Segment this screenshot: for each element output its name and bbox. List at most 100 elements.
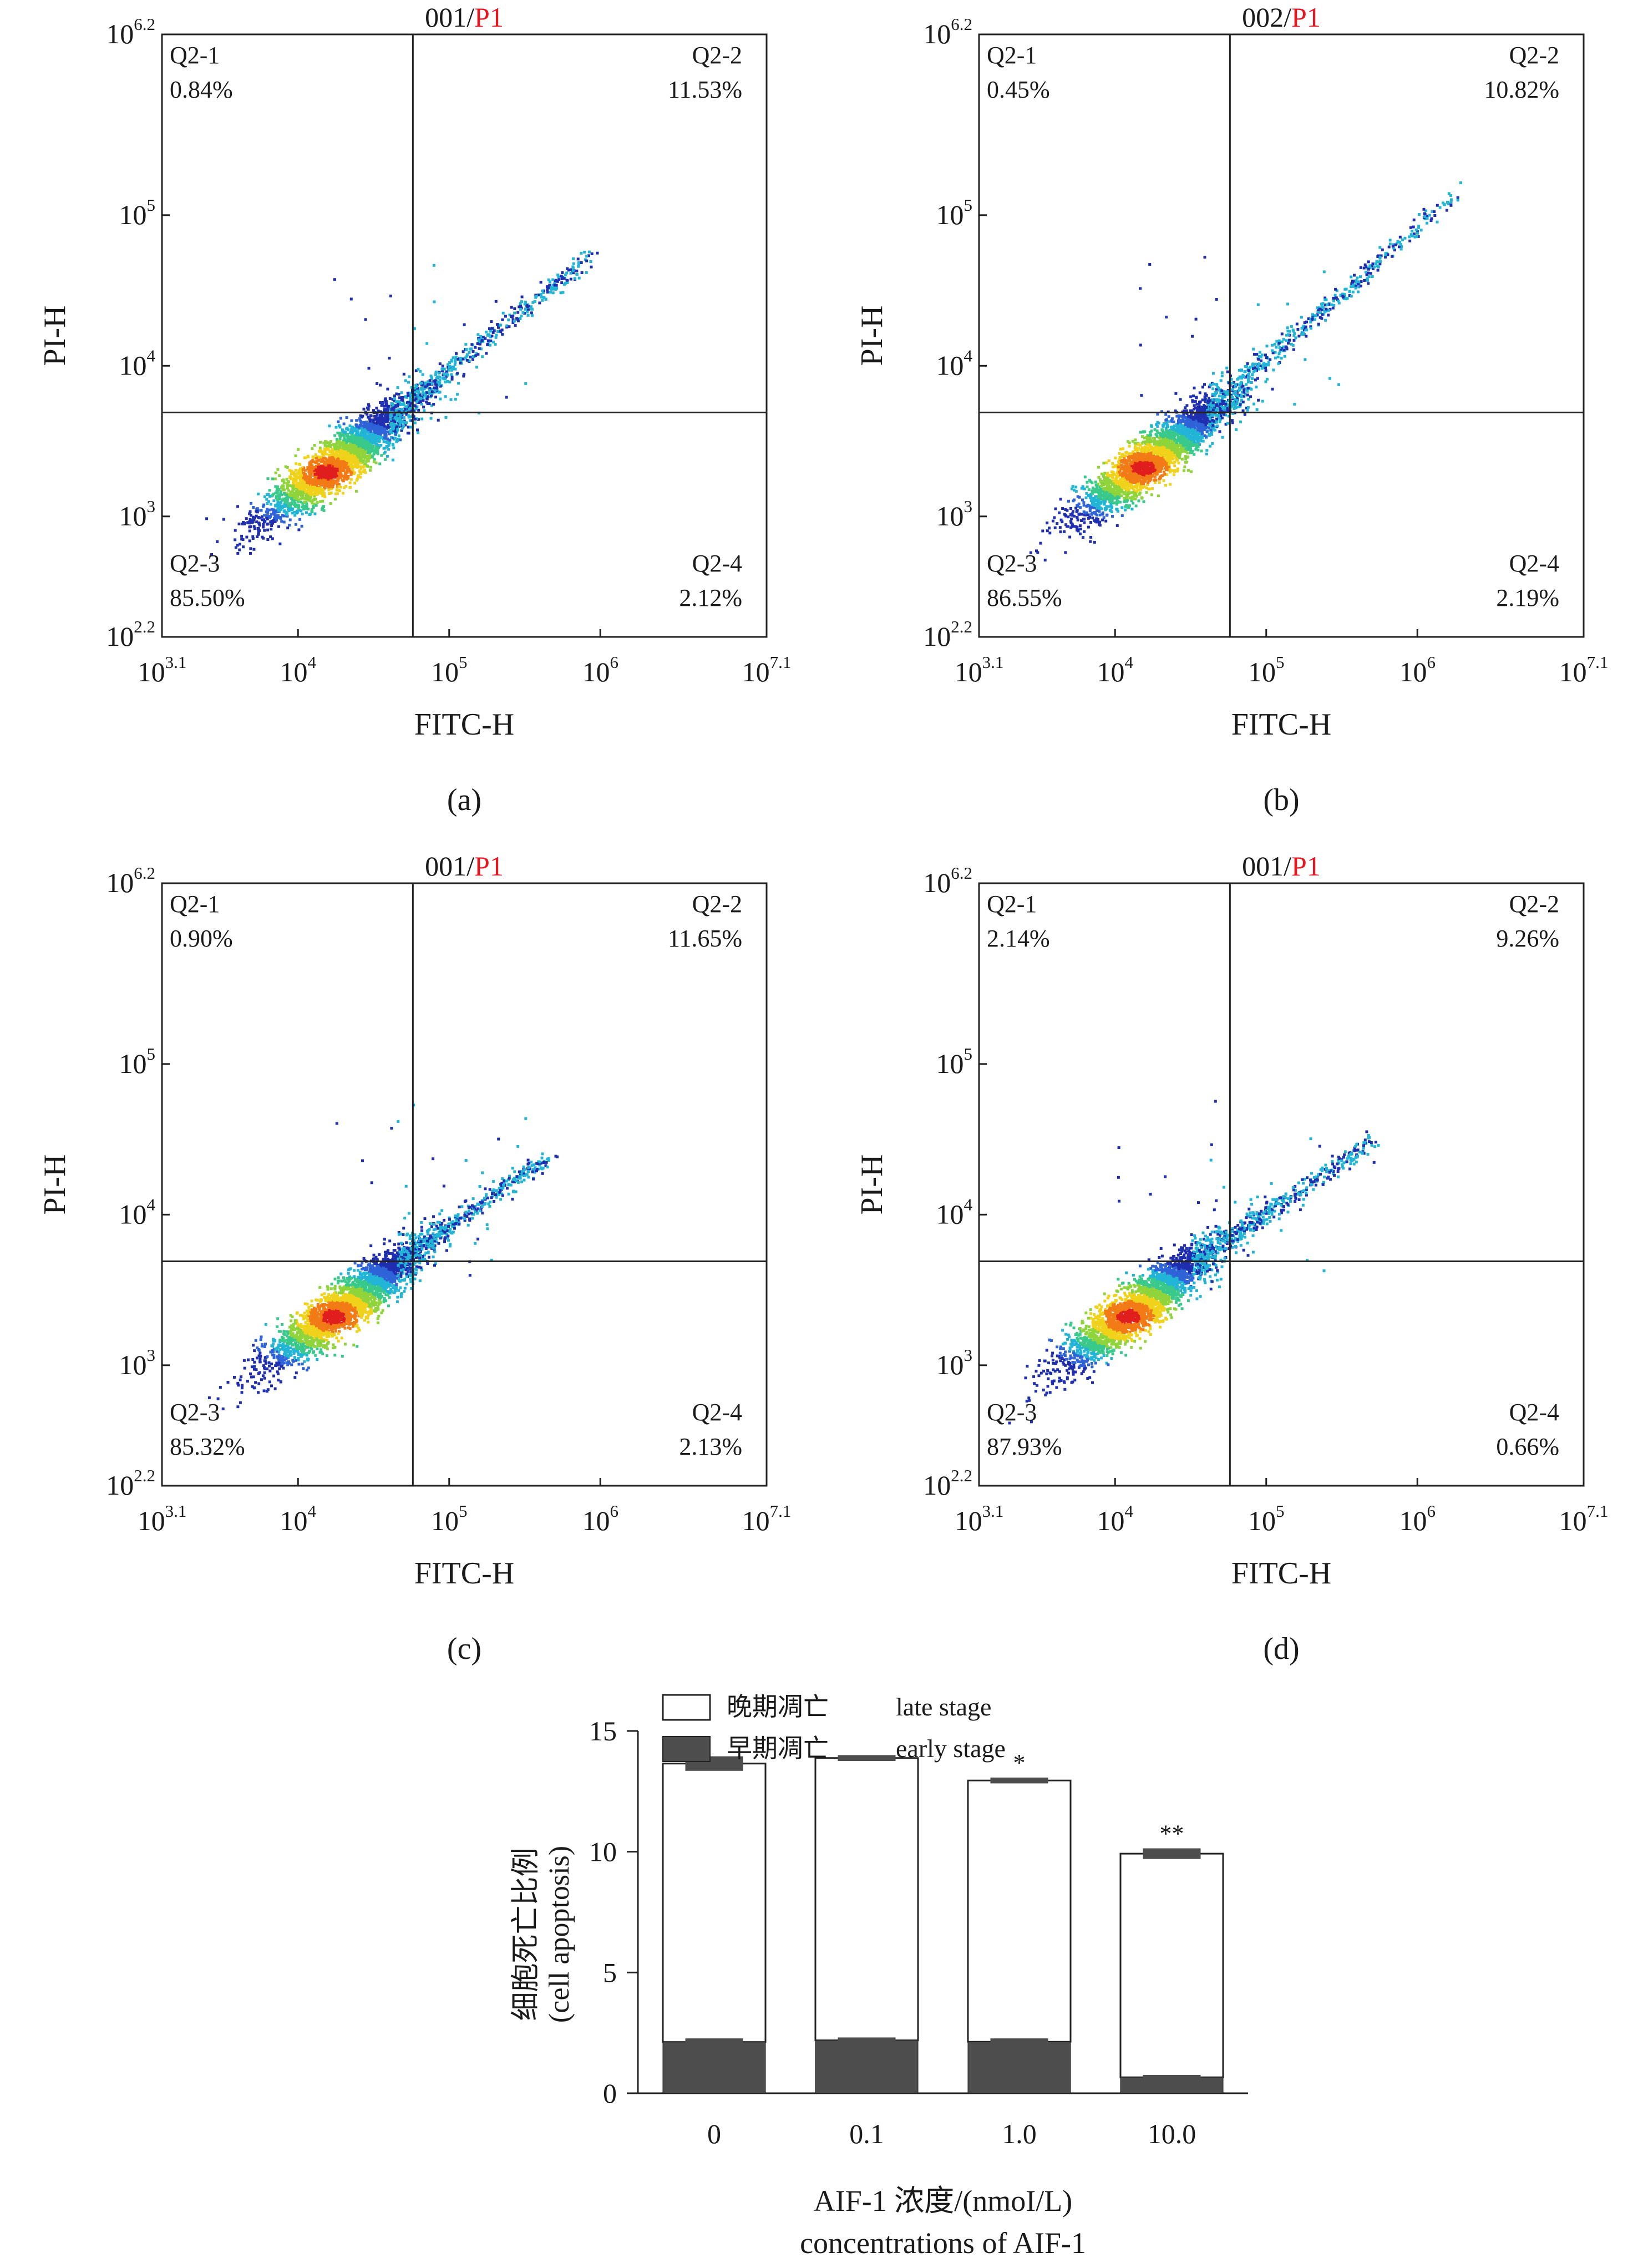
scatter-point xyxy=(245,535,249,539)
scatter-point xyxy=(445,370,448,373)
scatter-point xyxy=(337,420,340,423)
scatter-point xyxy=(500,328,504,332)
scatter-point xyxy=(1143,485,1147,489)
scatter-point xyxy=(520,300,523,303)
scatter-point xyxy=(424,385,427,388)
scatter-point xyxy=(1120,514,1124,517)
scatter-point xyxy=(541,298,544,302)
scatter-point xyxy=(1076,495,1079,498)
scatter-point xyxy=(288,524,291,526)
scatter-point xyxy=(1264,380,1267,383)
scatter-point xyxy=(348,456,352,459)
scatter-point xyxy=(450,377,454,381)
scatter-point xyxy=(298,473,302,476)
scatter-point xyxy=(360,438,363,441)
scatter-point xyxy=(290,477,293,480)
scatter-point xyxy=(575,272,579,276)
scatter-point xyxy=(321,452,324,455)
scatter-point xyxy=(327,441,330,444)
scatter-point xyxy=(276,507,280,510)
scatter-point xyxy=(478,347,481,350)
scatter-point xyxy=(359,414,362,417)
scatter-point xyxy=(1130,499,1133,502)
scatter-point xyxy=(535,295,538,298)
scatter-point xyxy=(1235,399,1239,402)
scatter-point xyxy=(1200,432,1203,436)
scatter-point xyxy=(1160,428,1164,432)
scatter-point xyxy=(344,475,348,478)
scatter-point xyxy=(523,302,526,306)
scatter-point xyxy=(470,347,473,351)
scatter-point xyxy=(307,481,310,484)
scatter-point xyxy=(347,456,350,459)
scatter-point xyxy=(367,424,370,427)
scatter-point xyxy=(1122,482,1125,485)
scatter-point xyxy=(398,417,402,420)
scatter-point xyxy=(448,361,452,364)
scatter-point xyxy=(1114,487,1117,490)
scatter-point xyxy=(349,485,352,489)
scatter-point xyxy=(394,418,397,421)
scatter-point xyxy=(1240,391,1244,394)
scatter-point xyxy=(400,408,403,411)
scatter-point xyxy=(291,490,294,493)
scatter-point xyxy=(350,448,353,450)
scatter-point xyxy=(1231,412,1235,415)
scatter-point xyxy=(440,367,444,371)
scatter-point xyxy=(260,515,263,518)
scatter-point xyxy=(249,525,252,528)
scatter-point xyxy=(560,281,564,285)
scatter-point xyxy=(375,407,378,410)
scatter-point xyxy=(361,470,364,473)
scatter-point xyxy=(443,367,446,371)
scatter-point xyxy=(412,415,415,418)
scatter-point xyxy=(505,326,509,329)
scatter-point xyxy=(1064,551,1067,554)
scatter-point xyxy=(444,395,447,398)
scatter-point xyxy=(276,498,280,502)
scatter-point xyxy=(256,527,260,530)
scatter-point xyxy=(462,374,465,378)
scatter-point xyxy=(1184,406,1187,409)
scatter-point xyxy=(513,307,516,310)
scatter-point xyxy=(456,372,459,375)
scatter-point xyxy=(412,387,415,390)
scatter-point xyxy=(1184,450,1188,453)
scatter-point xyxy=(322,472,326,474)
scatter-point xyxy=(308,486,311,489)
scatter-point xyxy=(1186,444,1189,447)
scatter-point xyxy=(380,430,383,433)
scatter-point xyxy=(293,503,296,507)
scatter-point xyxy=(388,357,391,360)
scatter-point xyxy=(384,400,388,403)
scatter-point xyxy=(1163,431,1166,434)
scatter-point xyxy=(346,469,349,473)
scatter-point xyxy=(333,278,336,281)
scatter-point xyxy=(337,466,340,469)
scatter-point xyxy=(1229,393,1233,397)
scatter-point xyxy=(444,416,448,419)
scatter-point xyxy=(362,438,365,442)
scatter-point xyxy=(1186,446,1189,449)
scatter-point xyxy=(315,478,318,481)
scatter-point xyxy=(390,423,393,426)
scatter-point xyxy=(366,459,369,463)
scatter-point xyxy=(1081,485,1084,488)
scatter-point xyxy=(1194,427,1197,430)
scatter-point xyxy=(1211,421,1214,424)
scatter-point xyxy=(288,475,292,478)
scatter-point xyxy=(388,441,392,444)
scatter-point xyxy=(402,421,404,424)
scatter-point xyxy=(337,424,341,427)
scatter-point xyxy=(1103,472,1107,475)
scatter-point xyxy=(1304,358,1307,361)
scatter-point xyxy=(1174,392,1178,395)
scatter-point xyxy=(546,288,549,291)
scatter-point xyxy=(1118,456,1122,459)
scatter-point xyxy=(359,432,363,436)
scatter-point xyxy=(529,305,533,308)
scatter-point xyxy=(353,449,356,452)
scatter-point xyxy=(377,435,380,438)
scatter-point xyxy=(336,457,339,460)
scatter-point xyxy=(342,457,346,460)
